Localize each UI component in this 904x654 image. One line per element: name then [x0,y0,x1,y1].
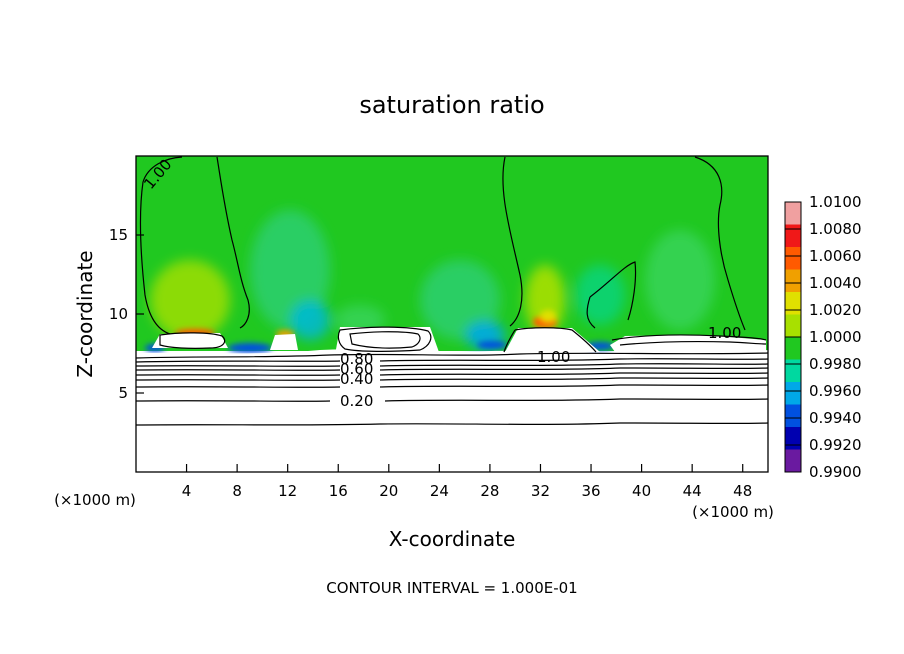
x-tick-label-9: 40 [632,482,651,500]
y-tick-label-1: 10 [109,305,128,323]
y-tick-label-0: 5 [118,384,128,402]
contour-label-4: 0.80 [340,350,373,368]
colorbar-swatch-3 [785,269,801,293]
x-tick-label-1: 8 [232,482,242,500]
colorbar-swatch-9 [785,404,801,428]
x-tick-label-5: 24 [430,482,449,500]
x-tick-label-0: 4 [182,482,192,500]
colorbar-swatch-10 [785,427,801,450]
chart-title: saturation ratio [359,91,544,119]
colorbar-label-3: 1.0040 [809,274,862,292]
contour-interval-note: CONTOUR INTERVAL = 1.000E-01 [326,579,577,597]
colorbar-swatch-0 [785,202,801,225]
colorbar-label-9: 0.9920 [809,436,862,454]
colorbar-label-8: 0.9940 [809,409,862,427]
colorbar-label-10: 0.9900 [809,463,862,481]
colorbar-label-7: 0.9960 [809,382,862,400]
x-axis-ticks: 4 8 12 16 20 24 28 32 36 40 44 48 [182,464,752,500]
colorbar-label-6: 0.9980 [809,355,862,373]
colorbar-label-1: 1.0080 [809,220,862,238]
contour-label-6: 0.40 [340,370,373,388]
colorbar-swatch-8 [785,382,801,405]
colorbar-label-4: 1.0020 [809,301,862,319]
x-tick-label-2: 12 [278,482,297,500]
colorbar: 1.0100 1.0080 1.0060 1.0040 1.0020 1.0000 0.99… [784,193,862,481]
colorbar-label-2: 1.0060 [809,247,862,265]
y-axis-title: Z-coordinate [73,250,97,377]
contour-label-7: 0.20 [340,392,373,410]
y-tick-label-2: 15 [109,226,128,244]
z-unit-label: (×1000 m) [54,491,136,509]
x-tick-label-3: 16 [329,482,348,500]
x-tick-label-4: 20 [379,482,398,500]
contour-lines [136,156,768,426]
contour-label-5: 0.60 [340,360,373,378]
x-tick-label-10: 44 [683,482,702,500]
x-axis-title: X-coordinate [389,527,516,551]
colorbar-label-0: 1.0100 [809,193,862,211]
plot-field [136,156,768,472]
colorbar-swatch-1 [785,224,801,248]
x-tick-label-8: 36 [581,482,600,500]
x-tick-label-11: 48 [733,482,752,500]
colorbar-swatch-11 [785,449,801,473]
x-unit-label: (×1000 m) [692,503,774,521]
colorbar-label-5: 1.0000 [809,328,862,346]
contour-label-3: 1.00 [537,348,570,366]
colorbar-swatch-7 [785,359,801,383]
x-tick-label-7: 32 [531,482,550,500]
colorbar-swatch-6 [785,337,801,360]
contour-labels: 1.00 1.00 1.00 0.80 0.60 0.40 0.20 [140,156,741,410]
y-axis-ticks: 5 10 15 [109,226,144,402]
contour-label-2: 1.00 [708,324,741,342]
colorbar-swatch-4 [785,292,801,315]
x-tick-label-6: 28 [480,482,499,500]
colorbar-swatch-2 [785,247,801,270]
colorbar-swatch-5 [785,314,801,338]
